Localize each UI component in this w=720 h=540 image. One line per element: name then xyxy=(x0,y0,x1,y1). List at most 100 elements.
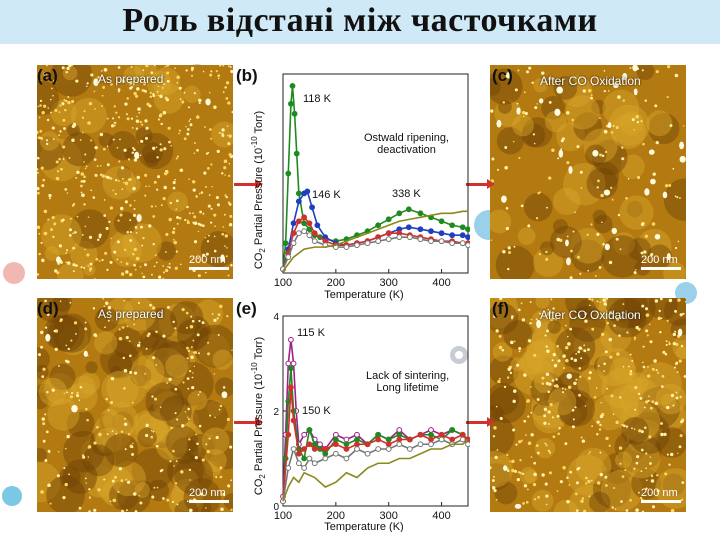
afm-particle xyxy=(506,454,509,457)
afm-particle xyxy=(633,314,637,317)
afm-background xyxy=(490,65,686,279)
afm-particle xyxy=(545,257,549,261)
afm-texture-blob xyxy=(602,89,640,127)
annotation-e-note: Lack of sintering, Long lifetime xyxy=(366,370,449,394)
afm-particle xyxy=(546,206,548,209)
afm-particle xyxy=(614,508,617,510)
afm-texture-blob xyxy=(655,383,686,415)
afm-particle xyxy=(170,144,173,147)
afm-particle xyxy=(134,510,138,512)
data-point-blue xyxy=(290,220,297,227)
afm-large-particle xyxy=(650,178,656,185)
afm-particle xyxy=(640,120,643,123)
afm-large-particle xyxy=(648,149,655,155)
afm-particle xyxy=(208,437,211,440)
afm-particle xyxy=(569,470,573,474)
afm-particle xyxy=(640,497,643,500)
scale-bar-label: 200 nm xyxy=(189,487,226,499)
afm-particle xyxy=(619,462,622,465)
data-point-gray xyxy=(295,230,302,237)
afm-particle xyxy=(129,204,132,207)
afm-particle xyxy=(120,261,123,263)
afm-particle xyxy=(645,307,649,311)
afm-texture-blob xyxy=(93,412,133,452)
afm-texture-blob xyxy=(627,237,652,261)
afm-particle xyxy=(566,476,569,479)
data-point-green xyxy=(396,210,403,217)
afm-particle xyxy=(163,185,167,190)
afm-large-particle xyxy=(654,233,661,240)
afm-particle xyxy=(123,422,128,426)
afm-particle xyxy=(124,181,129,186)
afm-particle xyxy=(605,436,609,441)
afm-particle xyxy=(47,107,50,109)
afm-particle xyxy=(621,157,625,161)
data-point-purple xyxy=(428,427,434,433)
afm-particle xyxy=(63,99,66,101)
afm-particle xyxy=(211,185,214,188)
afm-particle xyxy=(50,228,53,232)
afm-texture-blob xyxy=(145,382,185,421)
afm-particle xyxy=(45,139,49,142)
afm-texture-blob xyxy=(144,379,159,394)
afm-particle xyxy=(69,301,72,304)
afm-texture-blob xyxy=(626,200,643,218)
afm-texture-blob xyxy=(588,491,611,512)
afm-particle xyxy=(172,449,175,453)
afm-particle xyxy=(527,224,531,228)
afm-particle xyxy=(227,484,231,488)
afm-large-particle xyxy=(71,404,78,413)
afm-particle xyxy=(162,265,164,267)
afm-particle xyxy=(210,137,213,140)
afm-particle xyxy=(64,482,68,487)
afm-particle xyxy=(116,240,120,244)
afm-particle xyxy=(134,268,137,271)
afm-particle xyxy=(129,219,132,222)
afm-particle xyxy=(161,87,164,89)
afm-particle xyxy=(227,274,230,277)
afm-particle xyxy=(83,267,86,269)
afm-particle xyxy=(72,270,75,273)
afm-particle xyxy=(229,214,233,218)
afm-particle xyxy=(645,479,648,482)
afm-particle xyxy=(603,70,606,72)
afm-particle xyxy=(126,231,129,234)
scale-bar-line xyxy=(189,267,229,270)
afm-particle xyxy=(155,330,158,334)
afm-texture-blob xyxy=(658,401,686,430)
data-point-green xyxy=(295,190,302,197)
afm-particle xyxy=(231,110,233,114)
afm-texture-blob xyxy=(571,239,605,273)
afm-particle xyxy=(495,405,498,408)
afm-particle xyxy=(575,481,579,485)
data-point-red xyxy=(311,446,318,452)
afm-particle xyxy=(99,132,104,137)
afm-texture-blob xyxy=(525,338,561,374)
afm-particle xyxy=(162,196,166,201)
afm-particle xyxy=(58,244,62,248)
afm-particle xyxy=(564,442,568,446)
afm-texture-blob xyxy=(619,195,654,230)
afm-particle xyxy=(539,191,541,194)
afm-texture-blob xyxy=(534,437,556,459)
afm-particle xyxy=(675,342,679,346)
afm-texture-blob xyxy=(90,427,120,457)
afm-particle xyxy=(493,489,497,493)
afm-particle xyxy=(557,359,561,363)
data-point-gray xyxy=(406,234,413,241)
afm-particle xyxy=(152,94,156,98)
afm-particle xyxy=(120,479,124,483)
afm-particle xyxy=(215,195,219,200)
afm-particle xyxy=(599,414,604,419)
afm-particle xyxy=(162,334,166,338)
afm-particle xyxy=(651,505,656,509)
afm-particle xyxy=(123,299,126,302)
arrow-right-icon xyxy=(466,417,495,427)
afm-particle xyxy=(124,200,128,204)
afm-particle xyxy=(117,179,120,182)
afm-particle xyxy=(169,460,172,463)
afm-particle xyxy=(143,82,146,86)
afm-particle xyxy=(193,152,196,154)
background-molecule-decoration xyxy=(3,262,25,284)
afm-particle xyxy=(124,102,128,106)
